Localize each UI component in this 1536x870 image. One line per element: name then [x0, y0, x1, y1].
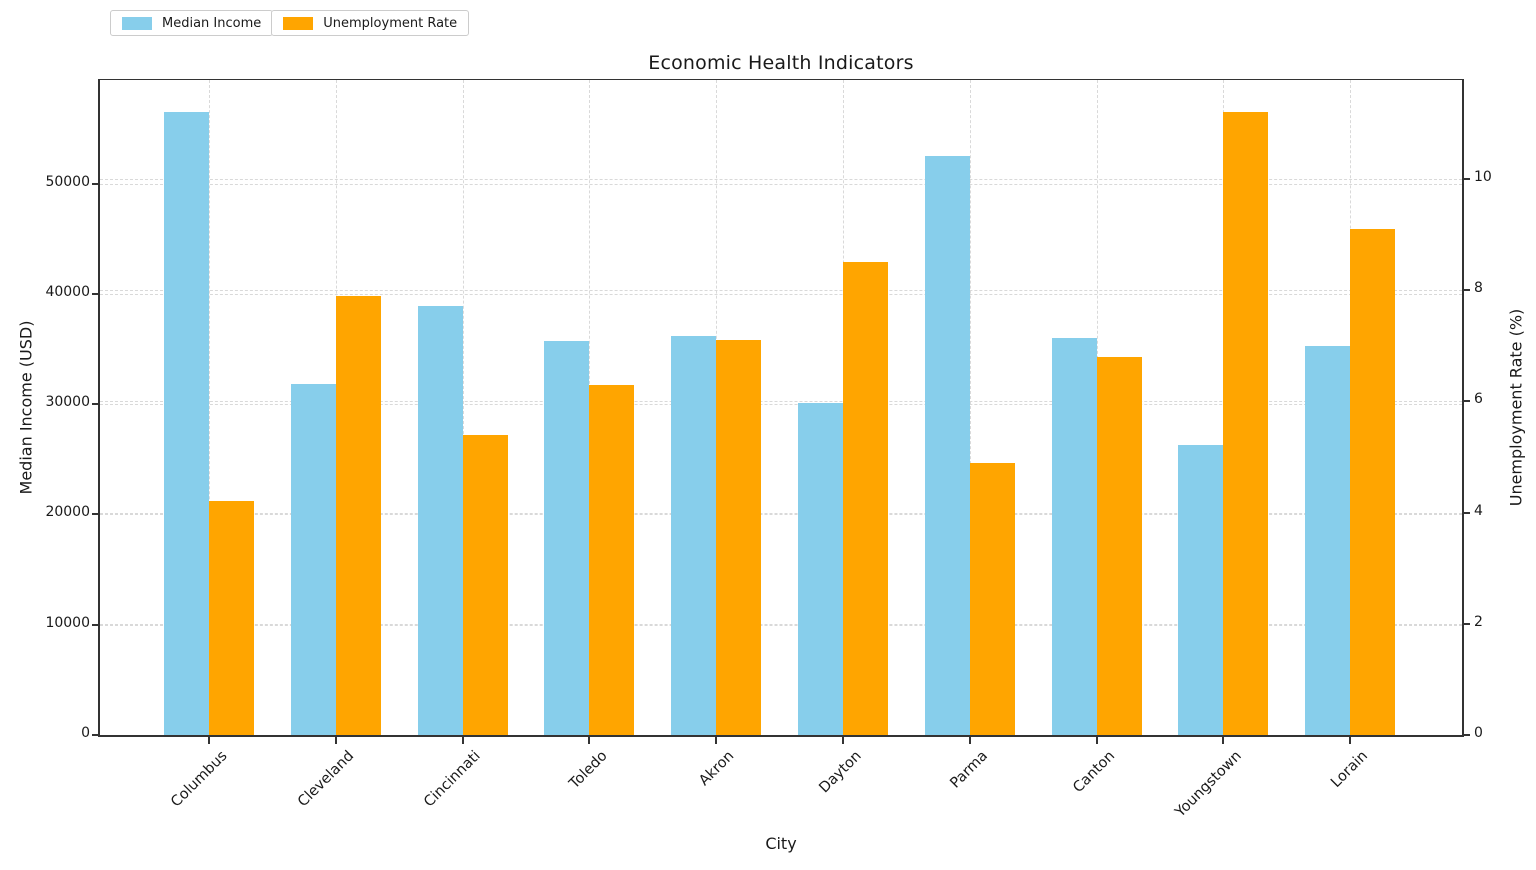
y-tick-label-left-0: 0 [81, 725, 90, 741]
bar-unemployment-rate-lorain [1350, 229, 1396, 735]
axis-spine-top [98, 79, 1464, 80]
x-tick-label-toledo: Toledo [566, 748, 611, 793]
y-tick-left-40000 [92, 292, 99, 295]
x-tick-cincinnati [461, 737, 464, 744]
bar-unemployment-rate-columbus [209, 501, 254, 735]
y-tick-left-0 [92, 734, 99, 736]
gridline-left-40000 [100, 293, 1462, 295]
y-tick-right-8 [1463, 289, 1470, 292]
gridline-vertical-parma [969, 80, 971, 735]
bar-unemployment-rate-akron [716, 340, 762, 735]
y-tick-label-right-8: 8 [1474, 280, 1483, 297]
y-tick-label-right-4: 4 [1474, 502, 1483, 519]
bar-median-income-lorain [1305, 345, 1351, 735]
bar-median-income-akron [671, 335, 717, 735]
y-tick-right-4 [1463, 511, 1470, 514]
y-tick-left-20000 [92, 513, 99, 516]
legend-swatch-unemployment-rate [283, 16, 314, 30]
bar-median-income-columbus [164, 111, 209, 735]
x-tick-label-parma: Parma [947, 748, 992, 792]
y-tick-label-left-40000: 40000 [45, 283, 90, 300]
x-tick-label-lorain: Lorain [1328, 748, 1372, 791]
axis-spine-bottom [98, 735, 1464, 737]
gridline-right-10 [100, 178, 1462, 180]
y-tick-right-0 [1463, 734, 1470, 736]
bar-unemployment-rate-canton [1096, 356, 1142, 735]
y-tick-left-10000 [92, 623, 99, 626]
bar-median-income-cleveland [290, 384, 336, 735]
gridline-left-20000 [100, 514, 1462, 516]
x-tick-parma [968, 737, 971, 744]
x-tick-dayton [842, 737, 844, 744]
chart-title: Economic Health Indicators [648, 52, 914, 74]
y-tick-label-left-20000: 20000 [45, 504, 90, 521]
bar-median-income-canton [1051, 338, 1097, 735]
x-tick-columbus [208, 737, 210, 744]
x-tick-label-youngstown: Youngstown [1172, 748, 1245, 821]
gridline-right-4 [100, 512, 1462, 514]
bar-unemployment-rate-dayton [843, 262, 888, 735]
bar-median-income-dayton [798, 403, 843, 735]
gridline-right-8 [100, 290, 1462, 292]
legend-box-median-income: Median Income [110, 10, 274, 36]
y-tick-label-left-50000: 50000 [45, 173, 90, 190]
bar-median-income-toledo [544, 341, 590, 735]
y-tick-left-50000 [92, 182, 99, 185]
y-tick-right-10 [1463, 177, 1470, 180]
x-tick-label-columbus: Columbus [167, 748, 231, 811]
gridline-right-6 [100, 401, 1462, 403]
gridline-left-50000 [100, 183, 1462, 185]
bar-unemployment-rate-parma [969, 462, 1015, 735]
bar-unemployment-rate-cleveland [335, 295, 381, 735]
x-tick-label-dayton: Dayton [815, 748, 865, 797]
axis-spine-right [1462, 79, 1464, 737]
y-tick-left-30000 [92, 403, 99, 406]
legend-box-unemployment-rate: Unemployment Rate [271, 10, 470, 36]
axis-spine-left [98, 79, 100, 737]
bar-median-income-youngstown [1178, 444, 1224, 735]
y-tick-right-2 [1463, 622, 1470, 625]
y-tick-label-right-6: 6 [1474, 391, 1483, 408]
x-tick-canton [1095, 737, 1098, 744]
x-tick-lorain [1349, 737, 1352, 744]
x-axis-label: City [765, 834, 797, 853]
gridline-left-30000 [100, 404, 1462, 406]
x-tick-akron [715, 737, 718, 744]
x-tick-cleveland [334, 737, 337, 744]
x-tick-label-akron: Akron [696, 748, 738, 790]
legend-swatch-median-income [122, 16, 152, 30]
legend: Median Income Unemployment Rate [110, 10, 470, 36]
bar-unemployment-rate-youngstown [1223, 112, 1269, 735]
x-tick-label-cincinnati: Cincinnati [421, 748, 484, 811]
gridline-left-10000 [100, 624, 1462, 626]
y-tick-label-right-0: 0 [1474, 725, 1483, 741]
gridline-vertical-cincinnati [462, 80, 464, 735]
bar-median-income-parma [924, 156, 970, 735]
y-tick-label-right-2: 2 [1474, 613, 1483, 630]
x-tick-label-canton: Canton [1069, 748, 1118, 797]
x-tick-label-cleveland: Cleveland [294, 748, 358, 811]
bar-median-income-cincinnati [417, 306, 463, 735]
bar-unemployment-rate-cincinnati [462, 434, 508, 735]
y-tick-label-left-30000: 30000 [45, 394, 90, 411]
y-axis-label-right: Unemployment Rate (%) [1506, 308, 1526, 507]
y-tick-label-left-10000: 10000 [45, 614, 90, 631]
x-tick-toledo [588, 737, 591, 744]
legend-label-median-income: Median Income [162, 15, 262, 31]
bar-unemployment-rate-toledo [589, 384, 635, 735]
x-tick-youngstown [1222, 737, 1225, 744]
legend-label-unemployment-rate: Unemployment Rate [323, 15, 458, 31]
y-tick-right-6 [1463, 400, 1470, 403]
gridline-vertical-columbus [209, 80, 210, 735]
gridline-right-2 [100, 623, 1462, 625]
y-tick-label-right-10: 10 [1474, 168, 1492, 185]
